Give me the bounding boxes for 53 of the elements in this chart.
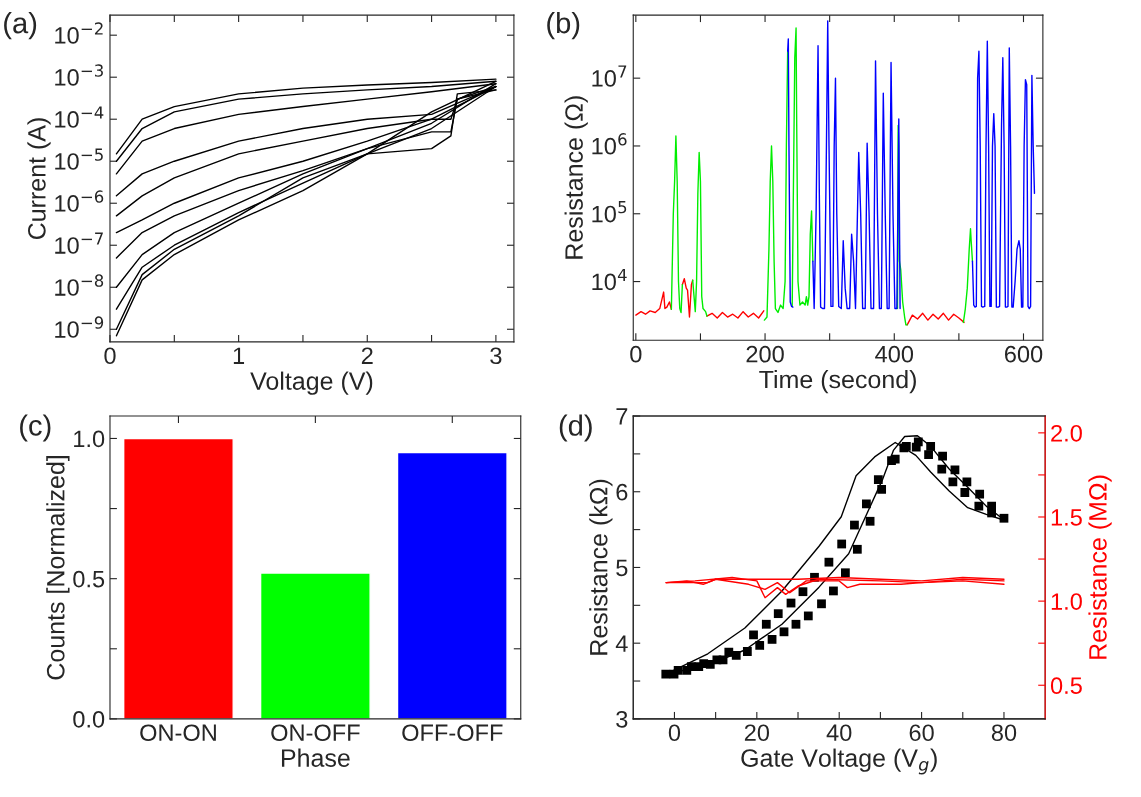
y-tick-label: 10$^{−8}$ bbox=[55, 274, 104, 296]
y2-axis-title: Resistance (MΩ) bbox=[1088, 475, 1112, 659]
x-tick-label: 80 bbox=[991, 724, 1017, 742]
x-tick-label: 40 bbox=[826, 724, 852, 742]
y-tick-label: 10$^{5}$ bbox=[592, 201, 627, 223]
x-tick-label: 200 bbox=[746, 345, 784, 363]
text: (c) bbox=[20, 414, 51, 442]
y-tick-label: 3 bbox=[616, 710, 628, 728]
x-tick-label: 60 bbox=[909, 724, 934, 742]
y-tick-label: 10$^{7}$ bbox=[592, 65, 627, 87]
y-tick-label: 7 bbox=[616, 408, 628, 425]
y-tick-label: 10$^{−6}$ bbox=[55, 190, 104, 212]
x-tick-label: 1 bbox=[233, 347, 245, 364]
text: (b) bbox=[547, 11, 580, 40]
x-tick-label: 400 bbox=[875, 345, 914, 363]
y-tick-label: 0.5 bbox=[73, 570, 105, 588]
y-tick-label: 10$^{−5}$ bbox=[55, 148, 103, 170]
x-tick-label: ON-ON bbox=[140, 724, 216, 742]
x-tick-label: 20 bbox=[744, 724, 770, 742]
y-axis-title: Resistance (kΩ) bbox=[589, 479, 613, 655]
y2-tick-label: 1.0 bbox=[1051, 593, 1082, 610]
y-tick-label: 10$^{−9}$ bbox=[55, 316, 104, 338]
y-tick-label: 10$^{6}$ bbox=[592, 133, 627, 155]
y-tick-label: 6 bbox=[616, 483, 628, 501]
x-tick-label: OFF-OFF bbox=[402, 724, 503, 742]
y2-tick-label: 0.5 bbox=[1050, 677, 1082, 695]
y-tick-label: 10$^{−2}$ bbox=[55, 22, 103, 44]
y-axis-title: Current (A) bbox=[27, 118, 51, 240]
y-tick-label: 1.0 bbox=[74, 430, 105, 448]
x-tick-label: 0 bbox=[104, 347, 116, 365]
y-tick-label: 0.0 bbox=[73, 710, 105, 728]
y-axis-title: Resistance (Ω) bbox=[564, 96, 588, 259]
y-tick-label: 4 bbox=[615, 635, 628, 652]
x-axis-title: Gate Voltage (V$_{g}$) bbox=[741, 748, 937, 775]
x-tick-label: 0 bbox=[668, 724, 681, 742]
x-axis-title: Voltage (V) bbox=[250, 371, 373, 395]
x-axis-title: Time (second) bbox=[759, 369, 916, 394]
y-tick-label: 10$^{4}$ bbox=[592, 268, 627, 291]
text: (d) bbox=[559, 414, 592, 442]
text: (a) bbox=[4, 11, 37, 40]
y-tick-label: 10$^{−4}$ bbox=[55, 106, 104, 128]
x-tick-label: 2 bbox=[361, 347, 373, 364]
x-tick-label: 0 bbox=[630, 345, 642, 363]
x-tick-label: 600 bbox=[1005, 345, 1043, 363]
x-axis-title: Phase bbox=[281, 748, 350, 767]
y2-tick-label: 2.0 bbox=[1051, 424, 1082, 442]
y-tick-label: 10$^{−7}$ bbox=[55, 232, 103, 254]
y2-tick-label: 1.5 bbox=[1051, 509, 1082, 526]
y-tick-label: 5 bbox=[616, 559, 628, 577]
x-tick-label: 3 bbox=[490, 347, 502, 365]
y-axis-title: Counts [Normalized] bbox=[46, 456, 70, 680]
y-tick-label: 10$^{−3}$ bbox=[55, 64, 103, 86]
x-tick-label: ON-OFF bbox=[271, 724, 360, 742]
